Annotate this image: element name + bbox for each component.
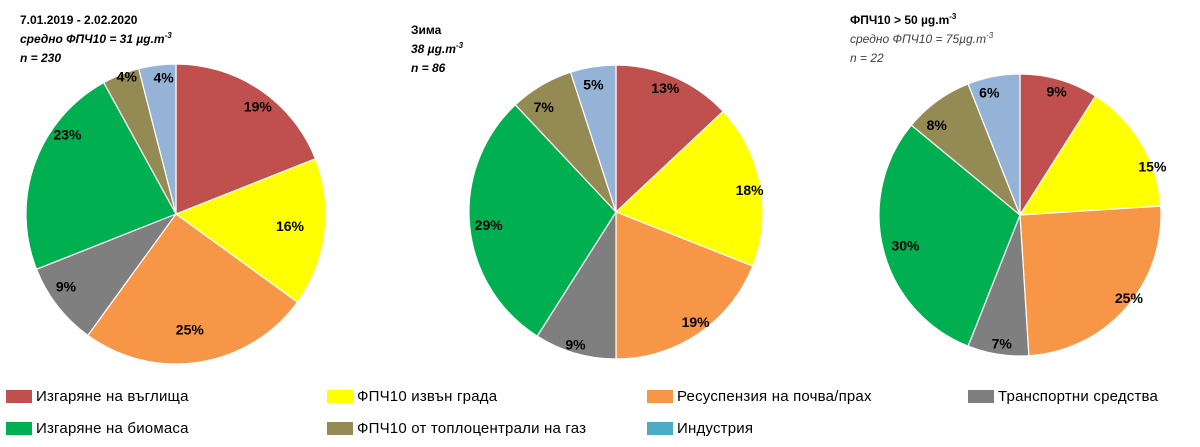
- pie-0-slice-outside-city: [174, 158, 327, 304]
- legend-item-transport: Транспортни средства: [968, 385, 1158, 407]
- legend-swatch-biomass: [6, 421, 32, 435]
- legend-label-coal: Изгаряне на въглища: [36, 387, 189, 405]
- pie-1-slice-soil: [615, 211, 754, 360]
- legend-swatch-coal: [6, 389, 32, 403]
- pie-0-title-line-2: n = 230: [20, 51, 61, 65]
- pie-0-label-coal: 19%: [244, 99, 273, 115]
- pie-1-label-outside-city: 18%: [736, 182, 765, 198]
- pie-0-label-soil: 25%: [176, 322, 205, 338]
- pie-1-label-coal: 13%: [651, 80, 680, 96]
- pie-1-slice-outside-city: [614, 110, 764, 267]
- pie-2-slice-biomass: [878, 124, 1021, 347]
- pie-0-label-transport: 9%: [56, 279, 77, 295]
- pie-2-label-coal: 9%: [1046, 84, 1067, 100]
- pie-1-slice-coal: [615, 64, 725, 214]
- legend-item-soil: Ресуспензия на почва/прах: [647, 385, 872, 407]
- pie-0-slice-biomass: [25, 81, 177, 270]
- pie-2-slice-coal: [1019, 73, 1097, 218]
- pie-0-label-gas-heating: 4%: [117, 69, 138, 85]
- pie-0-slice-industry: [137, 63, 177, 215]
- legend-item-outside-city: ФПЧ10 извън града: [327, 385, 497, 407]
- pie-chart-annual: 19% 16% 25% 9% 23% 4% 4% 7.01.2019 - 2.02.2020 с…: [20, 13, 327, 365]
- pie-2-label-gas-heating: 8%: [927, 117, 948, 133]
- pie-1-label-soil: 19%: [682, 314, 711, 330]
- pie-0-title-line-0: 7.01.2019 - 2.02.2020: [20, 13, 138, 27]
- pie-2-label-transport: 7%: [992, 335, 1013, 351]
- pie-0-label-biomass: 23%: [53, 127, 82, 143]
- legend-label-industry: Индустрия: [677, 419, 754, 437]
- pie-2-slice-soil: [1019, 205, 1162, 357]
- pie-1-slice-industry: [569, 64, 617, 213]
- legend-label-soil: Ресуспензия на почва/прах: [677, 387, 872, 405]
- pie-2-label-biomass: 30%: [891, 238, 920, 254]
- pie-1-title-line-0: Зима: [411, 23, 442, 37]
- pie-2-title-line-1: средно ФПЧ10 = 75µg.m-3: [850, 31, 994, 46]
- pie-1-slice-biomass: [468, 103, 617, 337]
- pie-0-label-outside-city: 16%: [276, 218, 305, 234]
- legend-swatch-industry: [647, 421, 673, 435]
- pie-2-label-outside-city: 15%: [1138, 158, 1167, 174]
- legend-label-gas-heating: ФПЧ10 от топлоцентрали на газ: [357, 419, 587, 437]
- pie-1-label-biomass: 29%: [475, 217, 504, 233]
- legend-swatch-transport: [968, 389, 994, 403]
- legend-item-biomass: Изгаряне на биомаса: [6, 417, 189, 439]
- pie-0-title-line-1: средно ФПЧ10 = 31 µg.m-3: [20, 31, 172, 46]
- pie-1-title-line-1: 38 µg.m-3: [411, 41, 464, 56]
- pie-1-title-line-2: n = 86: [411, 61, 446, 75]
- pie-2-label-soil: 25%: [1115, 290, 1144, 306]
- pie-0-slice-transport: [35, 212, 178, 337]
- pie-2-slice-industry: [967, 73, 1021, 216]
- legend-swatch-gas-heating: [327, 421, 353, 435]
- pie-2-label-industry: 6%: [979, 85, 1000, 101]
- pie-2-slice-outside-city: [1018, 95, 1162, 216]
- legend-label-outside-city: ФПЧ10 извън града: [357, 387, 498, 405]
- pie-1-label-industry: 5%: [583, 76, 604, 92]
- legend-item-coal: Изгаряне на въглища: [6, 385, 189, 407]
- legend-label-transport: Транспортни средства: [998, 387, 1159, 405]
- pie-2-title-line-0: ФПЧ10 > 50 µg.m-3: [850, 12, 957, 27]
- pie-1-slice-transport: [536, 209, 617, 360]
- pie-0-label-industry: 4%: [153, 70, 174, 86]
- legend-swatch-outside-city: [327, 389, 353, 403]
- pie-chart-winter: 13% 18% 19% 9% 29% 7% 5% Зима 38 µg.m-3 n = 86: [411, 23, 765, 360]
- pie-1-label-transport: 9%: [565, 337, 586, 353]
- pie-chart-high-pm10: 9% 15% 25% 7% 30% 8% 6% ФПЧ10 > 50 µg.m-3 средно…: [850, 12, 1167, 357]
- legend-swatch-soil: [647, 389, 673, 403]
- legend-item-gas-heating: ФПЧ10 от топлоцентрали на газ: [327, 417, 586, 439]
- legend-item-industry: Индустрия: [647, 417, 753, 439]
- pie-0-slice-coal: [175, 63, 317, 215]
- pie-1-label-gas-heating: 7%: [534, 99, 555, 115]
- legend-label-biomass: Изгаряне на биомаса: [36, 419, 189, 437]
- legend: Изгаряне на въглища ФПЧ10 извън града Ре…: [0, 382, 1200, 444]
- pie-0-slice-soil: [86, 213, 299, 365]
- pie-2-title-line-2: n = 22: [850, 51, 884, 65]
